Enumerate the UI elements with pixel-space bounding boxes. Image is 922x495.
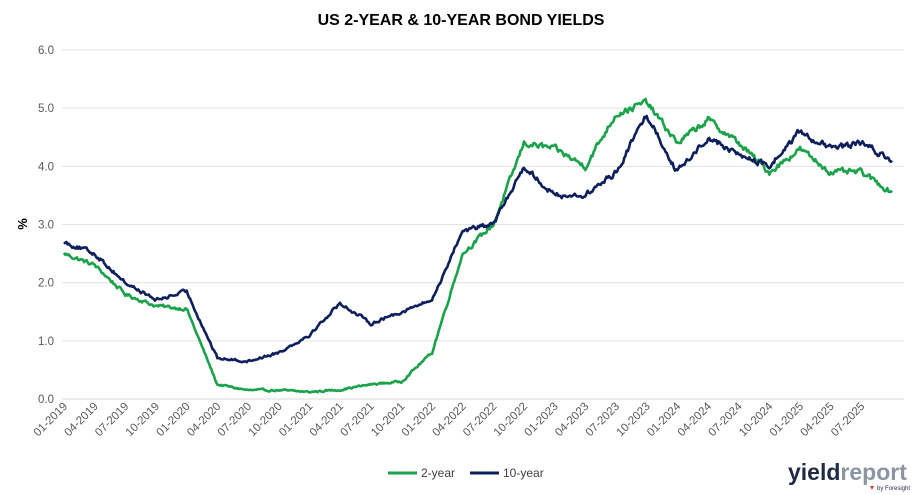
y-tick-label: 6.0: [38, 45, 54, 57]
x-tick-label: 07-2025: [829, 401, 867, 439]
chart-title: US 2-YEAR & 10-YEAR BOND YIELDS: [318, 12, 605, 29]
y-tick-label: 5.0: [38, 103, 54, 115]
brand-yield: yield: [788, 459, 840, 485]
brand-by-foresight: by Foresight: [877, 486, 910, 492]
y-tick-label: 0.0: [38, 394, 54, 406]
series-line-2-year: [62, 97, 893, 394]
brand-wordmark: yieldreport: [788, 459, 907, 485]
y-axis-ticks: 0.0 1.0 2.0 3.0 4.0 5.0 6.0: [38, 45, 54, 406]
y-axis-label: %: [15, 218, 30, 230]
y-tick-label: 3.0: [38, 220, 54, 232]
brand-report: report: [840, 459, 907, 485]
y-tick-label: 1.0: [38, 336, 54, 348]
series-lines: [62, 97, 893, 394]
x-axis-ticks: 01-201904-201907-201910-201901-202004-20…: [32, 400, 868, 439]
legend: 2-year 10-year: [388, 466, 544, 480]
brand-marker-icon: [870, 486, 874, 490]
y-tick-label: 4.0: [38, 161, 54, 173]
series-line-10-year: [63, 114, 893, 364]
legend-label-2-year: 2-year: [421, 466, 455, 480]
y-tick-label: 2.0: [38, 278, 54, 290]
legend-label-10-year: 10-year: [503, 466, 544, 480]
yieldreport-logo: yieldreport by Foresight: [788, 459, 910, 492]
